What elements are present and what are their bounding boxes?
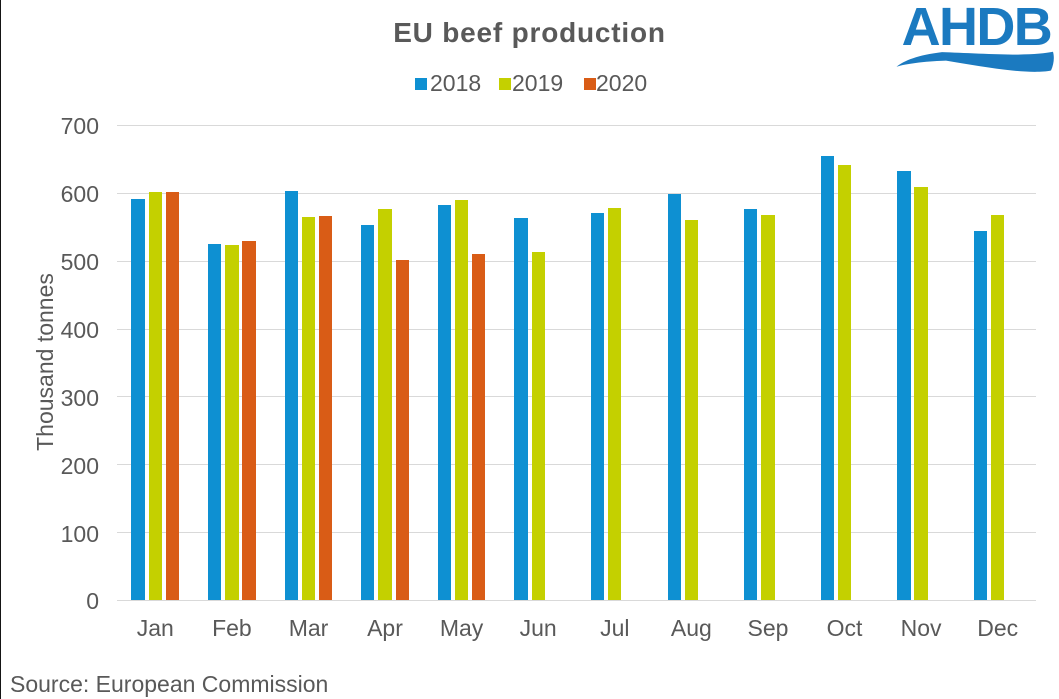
svg-text:AHDB: AHDB <box>902 0 1052 57</box>
